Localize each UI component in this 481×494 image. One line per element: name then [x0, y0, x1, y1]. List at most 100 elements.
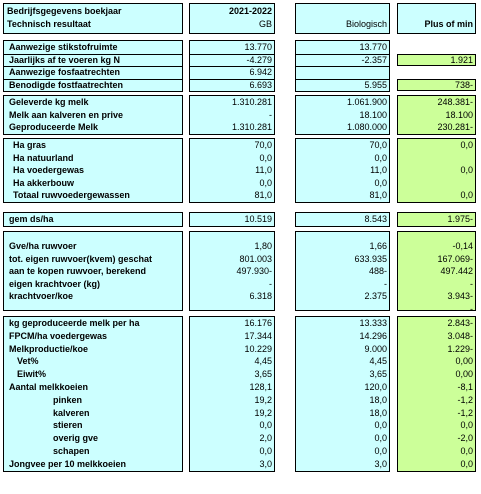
- row-label[interactable]: Aanwezige stikstofruimte: [9, 42, 118, 52]
- row-value-diff[interactable]: 497.442: [440, 266, 473, 276]
- row-value-diff[interactable]: 248.381-: [437, 97, 473, 107]
- row-value-gb[interactable]: 0,0: [259, 152, 272, 163]
- row-value-bio[interactable]: 0,0: [374, 177, 387, 188]
- row-value-gb[interactable]: 19,2: [254, 394, 272, 405]
- row-value-diff[interactable]: 1.229-: [447, 343, 473, 354]
- row-label[interactable]: Eiwit%: [17, 369, 47, 380]
- row-value-gb[interactable]: 1,80: [254, 241, 272, 251]
- row-value-gb[interactable]: 3,0: [259, 458, 272, 469]
- row-label[interactable]: FPCM/ha voedergewas: [9, 330, 108, 341]
- row-value-diff[interactable]: 0,0: [460, 446, 473, 456]
- row-value-diff[interactable]: 1.921: [450, 54, 473, 65]
- row-value-gb[interactable]: -4.279: [246, 54, 272, 65]
- row-label[interactable]: kg geproduceerde melk per ha: [9, 318, 140, 328]
- row-label[interactable]: Totaal ruwvoedergewassen: [13, 190, 130, 200]
- row-label[interactable]: stieren: [53, 420, 83, 431]
- row-value-gb[interactable]: 10.229: [244, 343, 272, 354]
- row-value-bio[interactable]: 1.080.000: [346, 122, 387, 132]
- row-label[interactable]: kalveren: [53, 407, 90, 418]
- row-value-gb[interactable]: 0,0: [259, 420, 272, 431]
- row-value-diff[interactable]: 3.943-: [447, 291, 473, 301]
- header-col3-cell[interactable]: [397, 3, 476, 34]
- row-value-bio[interactable]: 3,0: [374, 458, 387, 469]
- row-value-gb[interactable]: 1.310.281: [231, 97, 272, 107]
- row-value-bio[interactable]: 1.061.900: [346, 97, 387, 107]
- row-value-diff[interactable]: -2,0: [457, 433, 473, 444]
- row-value-gb[interactable]: 1.310.281: [231, 122, 272, 132]
- header-col2-cell[interactable]: [295, 3, 390, 34]
- row-value-bio[interactable]: 81,0: [369, 190, 387, 200]
- row-value-diff[interactable]: 0,00: [455, 356, 473, 367]
- row-value-diff[interactable]: 0,0: [460, 140, 473, 150]
- row-value-bio[interactable]: 2.375: [364, 291, 387, 301]
- row-value-gb[interactable]: 801.003: [239, 253, 272, 264]
- row-value-bio[interactable]: 5.955: [364, 79, 387, 90]
- row-value-diff[interactable]: -1,2: [457, 394, 473, 405]
- row-value-diff[interactable]: 0,0: [460, 165, 473, 175]
- row-label[interactable]: Jongvee per 10 melkkoeien: [9, 458, 127, 469]
- row-value-bio[interactable]: 9.000: [364, 343, 387, 354]
- row-value-gb[interactable]: -: [269, 109, 272, 120]
- row-value-gb[interactable]: 16.176: [244, 318, 272, 328]
- row-label[interactable]: eigen krachtvoer (kg): [9, 278, 101, 289]
- row-label[interactable]: Benodigde fostfaatrechten: [9, 79, 124, 90]
- row-value-bio[interactable]: 70,0: [369, 140, 387, 150]
- row-value-gb[interactable]: 10.519: [244, 214, 272, 224]
- row-value-diff[interactable]: 1.975-: [447, 214, 473, 224]
- row-label[interactable]: Vet%: [17, 356, 39, 367]
- row-value-bio[interactable]: 13.770: [359, 42, 387, 52]
- row-label[interactable]: Gve/ha ruwvoer: [9, 241, 77, 251]
- row-value-diff[interactable]: 3.048-: [447, 330, 473, 341]
- row-value-bio[interactable]: 4,45: [369, 356, 387, 367]
- row-value-gb[interactable]: 11,0: [255, 165, 272, 175]
- header-col1-cell[interactable]: [189, 3, 275, 34]
- row-value-bio[interactable]: 0,0: [374, 446, 387, 456]
- row-value-diff[interactable]: 167.069-: [437, 253, 473, 264]
- row-value-gb[interactable]: 497.930-: [236, 266, 272, 276]
- row-value-bio[interactable]: 0,0: [374, 152, 387, 163]
- row-label[interactable]: overig gve: [53, 433, 99, 444]
- row-value-diff[interactable]: -: [470, 278, 473, 289]
- row-value-diff[interactable]: -1,2: [457, 407, 473, 418]
- row-value-bio[interactable]: 18.100: [359, 109, 387, 120]
- row-label[interactable]: Ha voedergewas: [13, 165, 85, 175]
- row-value-diff[interactable]: 0,0: [460, 458, 473, 469]
- row-value-diff[interactable]: 2.843-: [447, 318, 473, 328]
- row-value-bio[interactable]: 488-: [368, 266, 387, 276]
- row-value-diff[interactable]: -0,14: [452, 241, 473, 251]
- row-value-gb[interactable]: 17.344: [244, 330, 272, 341]
- row-value-gb[interactable]: 128,1: [249, 382, 272, 392]
- row-value-bio[interactable]: -2.357: [361, 54, 387, 65]
- row-value-diff[interactable]: -: [470, 303, 473, 314]
- row-value-bio[interactable]: 0,0: [374, 420, 387, 431]
- row-value-bio[interactable]: 3,65: [369, 369, 387, 380]
- row-value-bio[interactable]: 11,0: [370, 165, 387, 175]
- row-value-gb[interactable]: 19,2: [254, 407, 272, 418]
- row-value-bio[interactable]: 18,0: [369, 407, 387, 418]
- row-value-gb[interactable]: 3,65: [254, 369, 272, 380]
- row-value-gb[interactable]: 4,45: [254, 356, 272, 367]
- row-value-bio[interactable]: 1,66: [369, 241, 387, 251]
- row-label[interactable]: Melkproductie/koe: [9, 343, 89, 354]
- row-label[interactable]: Aanwezige fosfaatrechten: [9, 67, 121, 77]
- row-value-diff[interactable]: 738-: [454, 79, 473, 90]
- row-label[interactable]: Geleverde kg melk: [9, 97, 89, 107]
- row-label[interactable]: Aantal melkkoeien: [9, 382, 89, 392]
- row-label[interactable]: Ha akkerbouw: [13, 177, 75, 188]
- row-value-diff[interactable]: 0,0: [460, 190, 473, 200]
- row-value-bio[interactable]: -: [384, 278, 387, 289]
- row-value-diff[interactable]: -8,1: [457, 382, 473, 392]
- row-label[interactable]: Geproduceerde Melk: [9, 122, 99, 132]
- row-value-bio[interactable]: 120,0: [364, 382, 387, 392]
- row-value-diff[interactable]: 230.281-: [437, 122, 473, 132]
- row-label[interactable]: schapen: [53, 446, 90, 456]
- row-label[interactable]: aan te kopen ruwvoer, berekend: [9, 266, 147, 276]
- row-value-diff[interactable]: 0,00: [455, 369, 473, 380]
- row-value-gb[interactable]: 0,0: [259, 446, 272, 456]
- row-label[interactable]: Melk aan kalveren en prive: [9, 109, 124, 120]
- row-label[interactable]: Jaarlijks af te voeren kg N: [9, 54, 121, 65]
- row-value-bio[interactable]: 18,0: [369, 394, 387, 405]
- row-value-gb[interactable]: 0,0: [259, 177, 272, 188]
- row-value-gb[interactable]: -: [269, 278, 272, 289]
- row-value-gb[interactable]: 70,0: [254, 140, 272, 150]
